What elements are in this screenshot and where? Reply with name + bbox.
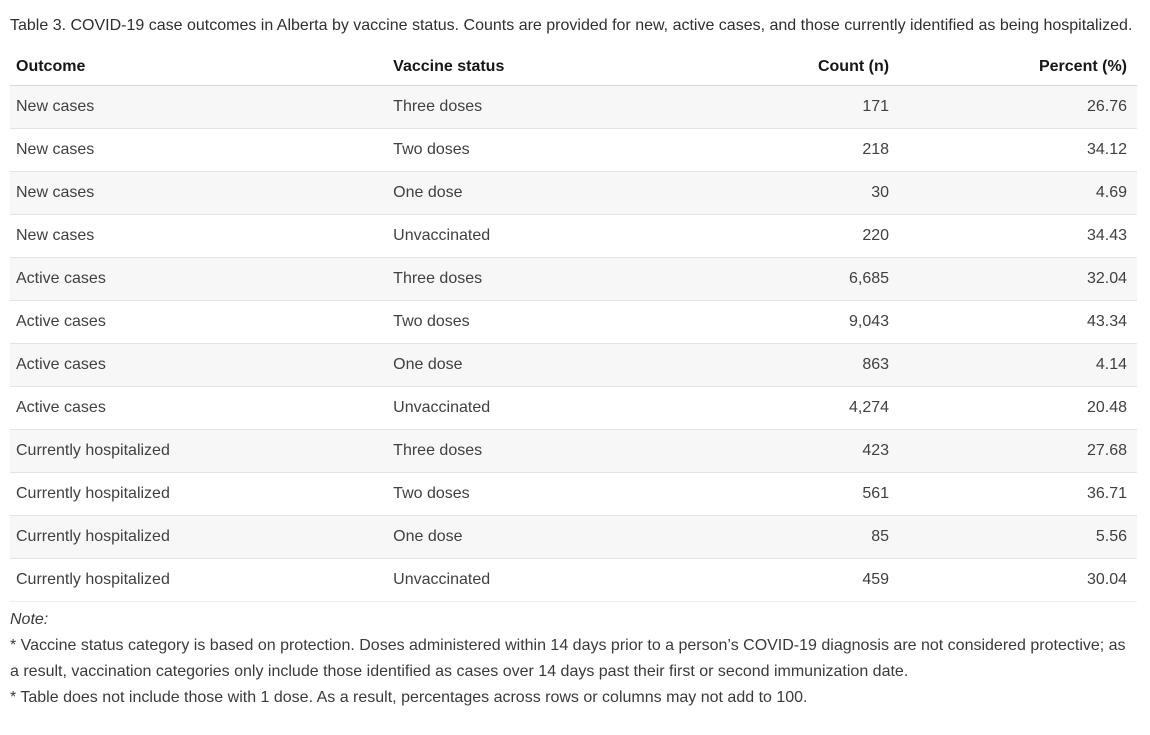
cell-vaccine-status: Three doses bbox=[393, 98, 483, 115]
cell-outcome: Currently hospitalized bbox=[16, 485, 170, 502]
cell-vaccine-status: Unvaccinated bbox=[393, 571, 491, 588]
cell-outcome: Active cases bbox=[16, 399, 106, 416]
table-row: New cases Two doses 218 34.12 bbox=[10, 128, 1137, 172]
cell-vaccine-status: Two doses bbox=[393, 141, 470, 158]
cell-vaccine-status: Three doses bbox=[393, 270, 483, 287]
cell-percent: 26.76 bbox=[1086, 98, 1127, 115]
cell-outcome: New cases bbox=[16, 227, 95, 244]
table-row: Active cases Three doses 6,685 32.04 bbox=[10, 257, 1137, 301]
cell-outcome: New cases bbox=[16, 141, 95, 158]
cell-outcome: New cases bbox=[16, 98, 95, 115]
note-label: Note: bbox=[10, 611, 49, 628]
table-row: Currently hospitalized Unvaccinated 459 30.… bbox=[10, 558, 1137, 602]
cell-percent: 4.14 bbox=[1095, 356, 1127, 373]
table-row: New cases Unvaccinated 220 34.43 bbox=[10, 214, 1137, 258]
cell-count: 459 bbox=[862, 571, 890, 588]
cell-vaccine-status: Unvaccinated bbox=[393, 227, 491, 244]
cell-percent: 43.34 bbox=[1086, 313, 1127, 330]
cell-count: 171 bbox=[862, 98, 890, 115]
cell-count: 9,043 bbox=[849, 313, 890, 330]
cell-percent: 27.68 bbox=[1086, 442, 1127, 459]
cell-percent: 5.56 bbox=[1095, 528, 1127, 545]
cell-outcome: New cases bbox=[16, 184, 95, 201]
header-row: Outcome Vaccine status Count (n) Percent (%… bbox=[10, 49, 1137, 86]
cell-percent: 4.69 bbox=[1095, 184, 1127, 201]
table-body: New cases Three doses 171 26.76 New cases Two… bbox=[10, 85, 1137, 602]
cell-count: 85 bbox=[871, 528, 890, 545]
column-header-percent: Percent (%) bbox=[1038, 58, 1127, 75]
cell-vaccine-status: Two doses bbox=[393, 485, 470, 502]
table-row: Active cases Unvaccinated 4,274 20.48 bbox=[10, 386, 1137, 430]
cell-outcome: Active cases bbox=[16, 270, 106, 287]
cell-count: 423 bbox=[862, 442, 890, 459]
table-row: Currently hospitalized One dose 85 5.56 bbox=[10, 515, 1137, 559]
cell-vaccine-status: One dose bbox=[393, 356, 463, 373]
cell-vaccine-status: Three doses bbox=[393, 442, 483, 459]
cell-percent: 20.48 bbox=[1086, 399, 1127, 416]
cell-percent: 34.12 bbox=[1086, 141, 1127, 158]
cell-count: 30 bbox=[871, 184, 890, 201]
cell-count: 863 bbox=[862, 356, 890, 373]
table-row: New cases One dose 30 4.69 bbox=[10, 171, 1137, 215]
cell-count: 218 bbox=[862, 141, 890, 158]
notes-section: Note: * Vaccine status category is based… bbox=[10, 607, 1137, 711]
table-row: Active cases Two doses 9,043 43.34 bbox=[10, 300, 1137, 344]
cell-vaccine-status: Two doses bbox=[393, 313, 470, 330]
covid-outcomes-table: Outcome Vaccine status Count (n) Percent (%… bbox=[10, 49, 1137, 602]
cell-outcome: Currently hospitalized bbox=[16, 528, 170, 545]
cell-percent: 34.43 bbox=[1086, 227, 1127, 244]
column-header-vaccine-status: Vaccine status bbox=[393, 58, 505, 75]
cell-outcome: Active cases bbox=[16, 356, 106, 373]
cell-count: 561 bbox=[862, 485, 890, 502]
cell-vaccine-status: One dose bbox=[393, 184, 463, 201]
note-line-vaccine-status: * Vaccine status category is based on pr… bbox=[10, 637, 1126, 680]
cell-vaccine-status: One dose bbox=[393, 528, 463, 545]
table-row: Currently hospitalized Three doses 423 27.6… bbox=[10, 429, 1137, 473]
table-header: Outcome Vaccine status Count (n) Percent (%… bbox=[10, 49, 1137, 86]
cell-percent: 30.04 bbox=[1086, 571, 1127, 588]
note-line-table-scope: * Table does not include those with 1 do… bbox=[10, 689, 808, 706]
table-row: Currently hospitalized Two doses 561 36.71 bbox=[10, 472, 1137, 516]
cell-outcome: Currently hospitalized bbox=[16, 571, 170, 588]
cell-percent: 36.71 bbox=[1086, 485, 1127, 502]
table-caption: Table 3. COVID-19 case outcomes in Alber… bbox=[10, 17, 1133, 34]
cell-vaccine-status: Unvaccinated bbox=[393, 399, 491, 416]
cell-outcome: Currently hospitalized bbox=[16, 442, 170, 459]
cell-outcome: Active cases bbox=[16, 313, 106, 330]
column-header-outcome: Outcome bbox=[16, 58, 86, 75]
table-row: Active cases One dose 863 4.14 bbox=[10, 343, 1137, 387]
cell-count: 4,274 bbox=[849, 399, 890, 416]
cell-count: 6,685 bbox=[849, 270, 890, 287]
cell-percent: 32.04 bbox=[1086, 270, 1127, 287]
cell-count: 220 bbox=[862, 227, 890, 244]
table-row: New cases Three doses 171 26.76 bbox=[10, 85, 1137, 129]
column-header-count-n: Count (n) bbox=[817, 58, 890, 75]
